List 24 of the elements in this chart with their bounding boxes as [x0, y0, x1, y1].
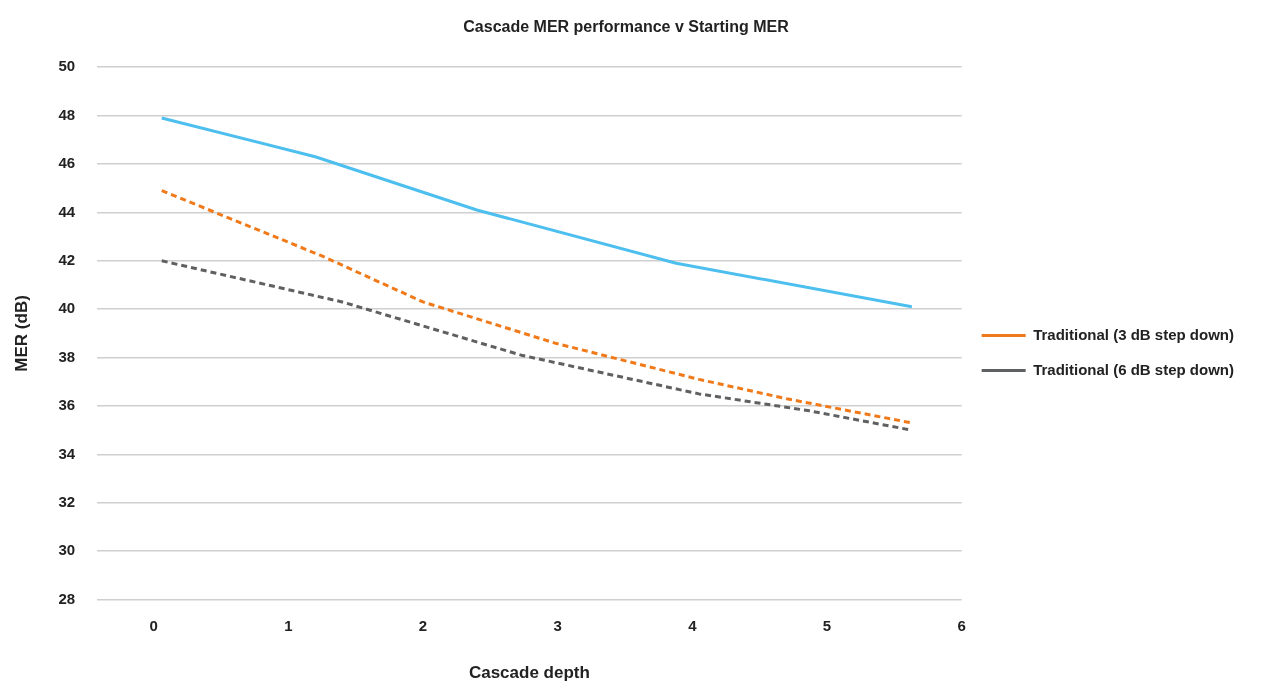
x-tick-label: 5: [822, 616, 832, 634]
legend-label: Traditional (3 dB step down): [1033, 325, 1235, 343]
y-tick-label: 40: [58, 299, 76, 317]
y-tick-label: 30: [58, 541, 76, 559]
x-tick-label: 2: [418, 616, 428, 634]
y-tick-label: 46: [58, 154, 76, 172]
y-tick-label: 32: [58, 492, 76, 510]
x-tick-label: 4: [688, 616, 698, 634]
y-tick-label: 42: [58, 250, 76, 268]
y-tick-label: 34: [58, 444, 76, 462]
x-tick-label: 3: [553, 616, 562, 634]
y-tick-label: 36: [58, 396, 76, 414]
x-tick-label: 0: [149, 616, 158, 634]
y-tick-label: 50: [58, 57, 76, 75]
x-axis-title: Cascade depth: [468, 663, 590, 683]
y-tick-label: 38: [58, 347, 76, 365]
y-tick-label: 48: [58, 105, 76, 123]
chart-title: Cascade MER performance v Starting MER: [463, 18, 790, 36]
x-tick-label: 1: [284, 616, 293, 634]
y-axis-title: MER (dB): [11, 295, 31, 372]
x-tick-label: 6: [957, 616, 966, 634]
y-tick-label: 44: [58, 202, 76, 220]
legend-label: Traditional (6 dB step down): [1033, 360, 1235, 378]
y-tick-label: 28: [58, 589, 76, 607]
